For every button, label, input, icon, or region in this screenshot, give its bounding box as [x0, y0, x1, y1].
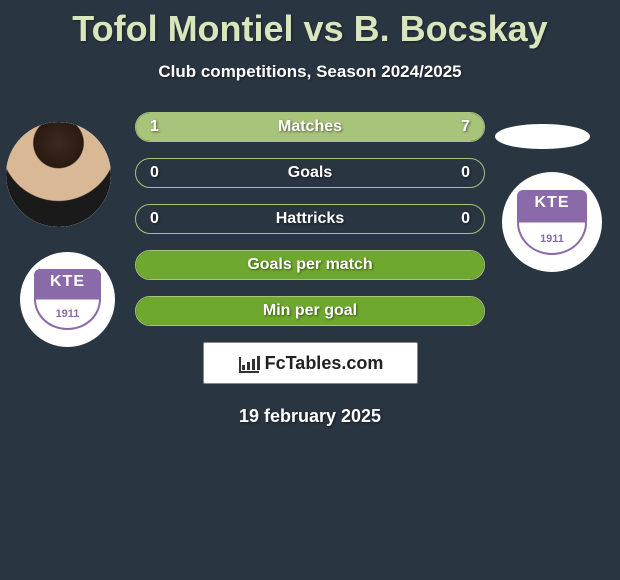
stat-row: Min per goal [135, 296, 485, 326]
player2-club-badge: KTE 1911 [502, 172, 602, 272]
stat-value-left: 1 [150, 118, 159, 136]
stat-value-right: 0 [461, 164, 470, 182]
player1-club-badge: KTE 1911 [20, 252, 115, 347]
stat-row: Goals per match [135, 250, 485, 280]
stat-label: Goals per match [247, 256, 372, 274]
club-crest-icon: KTE 1911 [517, 190, 587, 255]
stat-value-left: 0 [150, 210, 159, 228]
player1-avatar [6, 122, 111, 227]
stat-value-right: 0 [461, 210, 470, 228]
club-crest-icon: KTE 1911 [34, 269, 101, 331]
stat-row: 0 Goals 0 [135, 158, 485, 188]
club-badge-label: KTE [50, 273, 85, 291]
club-badge-year: 1911 [540, 233, 564, 245]
stat-row: 0 Hattricks 0 [135, 204, 485, 234]
stat-label: Min per goal [263, 302, 357, 320]
stat-value-left: 0 [150, 164, 159, 182]
chart-icon [237, 353, 261, 373]
brand-logo: FcTables.com [203, 342, 418, 384]
stat-value-right: 7 [461, 118, 470, 136]
comparison-panel: KTE 1911 KTE 1911 1 Matches 7 0 Goals 0 0 Hattr… [0, 112, 620, 427]
subtitle: Club competitions, Season 2024/2025 [0, 62, 620, 82]
club-badge-label: KTE [535, 194, 570, 212]
club-badge-year: 1911 [56, 308, 80, 320]
stat-row: 1 Matches 7 [135, 112, 485, 142]
page-title: Tofol Montiel vs B. Bocskay [0, 0, 620, 50]
player1-photo [6, 122, 111, 227]
stat-label: Goals [288, 164, 332, 182]
player2-avatar [495, 124, 590, 149]
stats-list: 1 Matches 7 0 Goals 0 0 Hattricks 0 Goals per mat… [135, 112, 485, 326]
stat-label: Hattricks [276, 210, 344, 228]
brand-text: FcTables.com [265, 353, 384, 374]
stat-label: Matches [278, 118, 342, 136]
date-label: 19 february 2025 [0, 406, 620, 427]
